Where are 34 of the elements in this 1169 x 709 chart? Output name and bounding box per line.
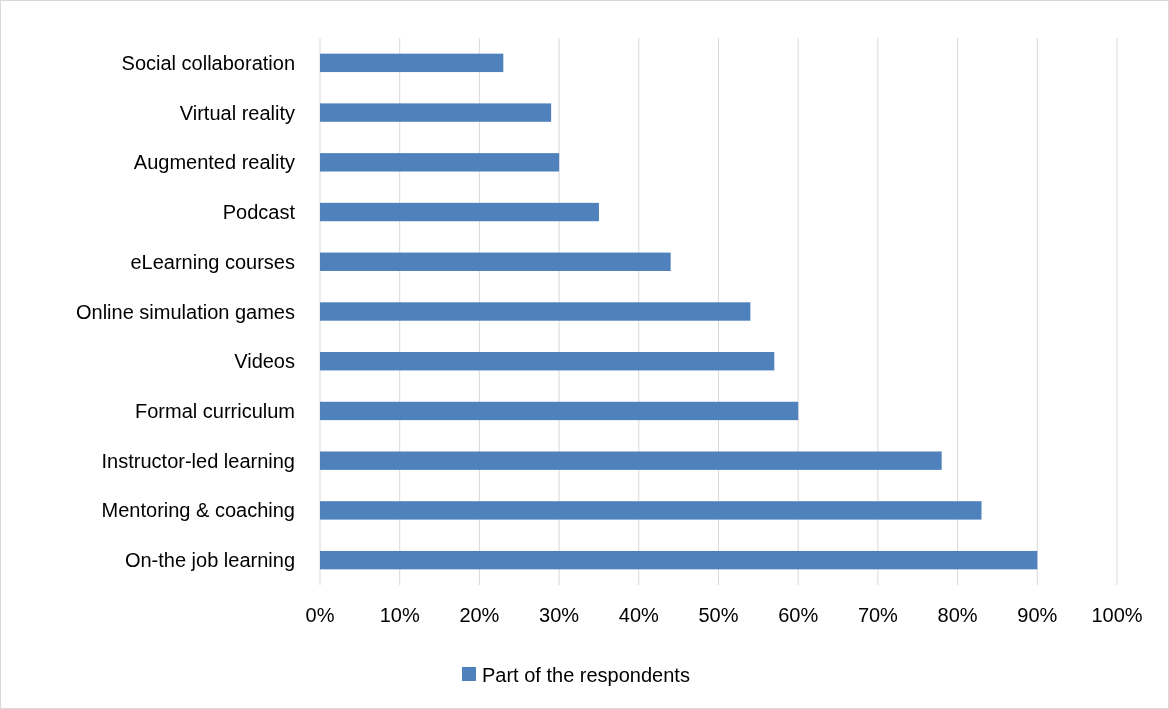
bar xyxy=(320,501,982,520)
x-tick-label: 30% xyxy=(539,604,580,626)
y-tick-label: Mentoring & coaching xyxy=(101,499,295,522)
x-tick-label: 60% xyxy=(778,604,819,626)
x-tick-label: 90% xyxy=(1017,604,1058,626)
x-tick-label: 0% xyxy=(305,604,335,626)
x-tick-label: 20% xyxy=(459,604,500,626)
bar xyxy=(320,202,599,222)
y-tick-label: On-the job learning xyxy=(124,549,295,572)
y-tick-label: Podcast xyxy=(222,201,296,224)
x-tick-label: 70% xyxy=(857,604,899,626)
y-tick-label: Instructor-led learning xyxy=(101,449,295,472)
y-tick-label: Social collaboration xyxy=(121,51,295,74)
x-tick-label: 10% xyxy=(379,604,420,626)
bar xyxy=(320,302,751,321)
x-tick-label: 100% xyxy=(1091,604,1143,626)
y-tick-label: Virtual reality xyxy=(179,101,295,124)
y-tick-label: Online simulation games xyxy=(76,300,295,323)
y-tick-label: Formal curriculum xyxy=(134,399,295,422)
y-tick-label: Videos xyxy=(234,350,295,373)
bar xyxy=(320,53,504,73)
legend-label: Part of the respondents xyxy=(482,664,690,686)
bar xyxy=(320,252,671,271)
x-tick-label: 50% xyxy=(698,604,739,626)
bar xyxy=(320,103,552,122)
bar xyxy=(320,352,775,371)
bar xyxy=(320,550,1038,570)
y-tick-label: eLearning courses xyxy=(130,250,295,273)
bar xyxy=(320,451,942,470)
x-tick-label: 40% xyxy=(618,604,660,626)
bar xyxy=(320,153,560,172)
bar xyxy=(320,401,799,421)
y-tick-label: Augmented reality xyxy=(133,151,295,174)
x-tick-label: 80% xyxy=(937,604,978,626)
